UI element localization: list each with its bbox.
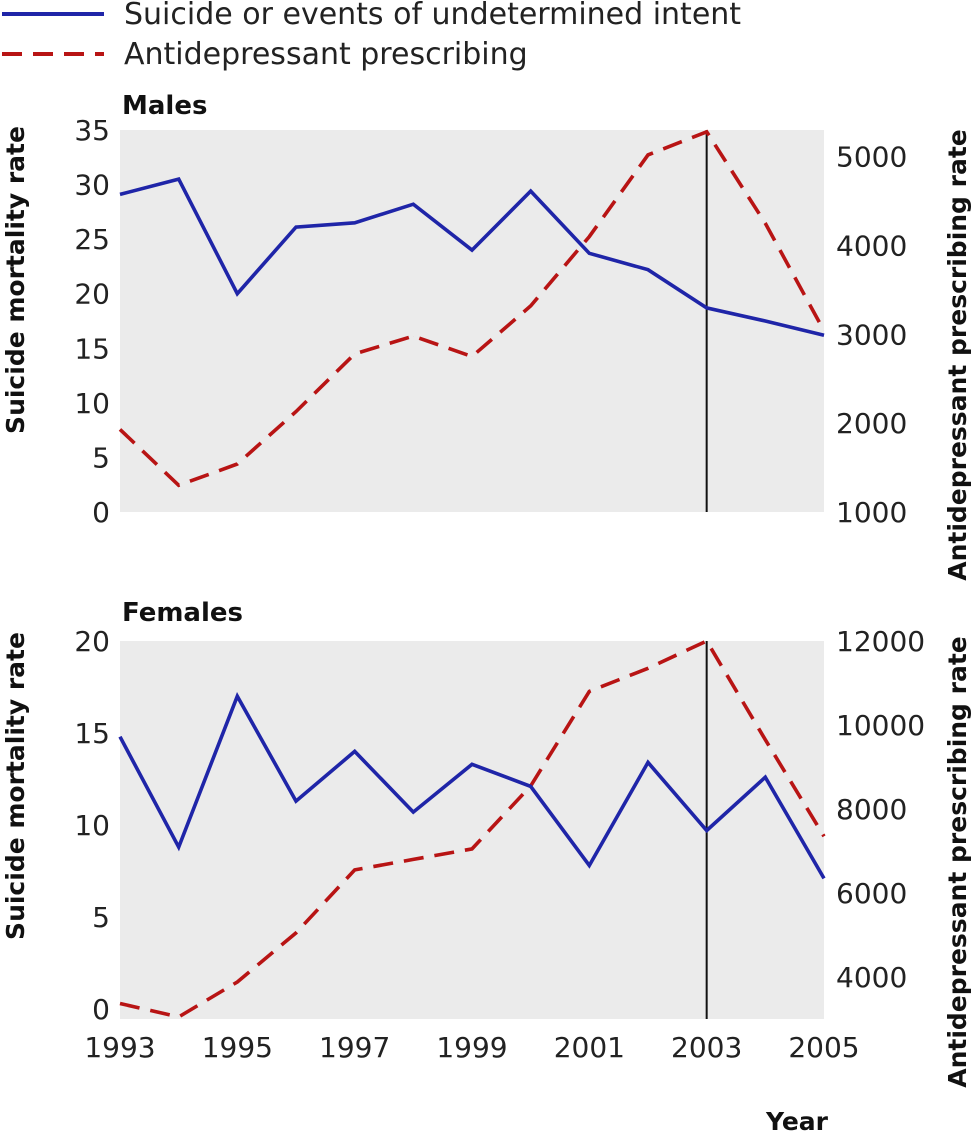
- panel-title-females: Females: [122, 598, 243, 628]
- x-axis-title: Year: [765, 1107, 829, 1135]
- y-tick-right-label: 5000: [836, 141, 907, 174]
- panel-title-males: Males: [122, 91, 207, 121]
- y-tick-right-label: 4000: [836, 961, 907, 994]
- y-tick-left-label: 35: [74, 114, 110, 147]
- y-tick-right-label: 2000: [836, 407, 907, 440]
- y-tick-left-label: 0: [92, 496, 110, 529]
- y-axis-title-right-females: Antidepressant prescribing rate: [943, 636, 972, 1088]
- x-tick-label: 1995: [202, 1031, 273, 1064]
- y-tick-left-label: 25: [74, 223, 110, 256]
- x-tick-label: 2005: [788, 1031, 859, 1064]
- series-suicide-females: [118, 691, 826, 880]
- y-axis-title-left-females: Suicide mortality rate: [1, 632, 30, 940]
- y-tick-right-label: 8000: [836, 793, 907, 826]
- y-tick-right-label: 4000: [836, 229, 907, 262]
- y-tick-left-label: 5: [92, 441, 110, 474]
- y-tick-left-label: 20: [74, 625, 110, 658]
- y-tick-right-label: 1000: [836, 496, 907, 529]
- plot-area-females: [120, 641, 824, 1019]
- y-tick-left-label: 15: [74, 332, 110, 365]
- legend-label-suicide: Suicide or events of undetermined intent: [124, 0, 741, 32]
- y-axis-right-females: 4000 6000 8000 10000 12000: [836, 625, 925, 994]
- y-tick-left-label: 0: [92, 993, 110, 1026]
- legend: Suicide or events of undetermined intent…: [2, 0, 741, 72]
- y-tick-right-label: 12000: [836, 625, 925, 658]
- x-tick-label: 1993: [84, 1031, 155, 1064]
- x-tick-label: 2001: [554, 1031, 625, 1064]
- x-tick-label: 2003: [671, 1031, 742, 1064]
- y-tick-left-label: 5: [92, 901, 110, 934]
- y-axis-title-right-males: Antidepressant prescribing rate: [943, 129, 972, 581]
- plot-area-males: [120, 130, 824, 512]
- series-suicide-males: [119, 176, 825, 337]
- y-tick-left-label: 10: [74, 809, 110, 842]
- y-axis-left-females: 0 5 10 15 20: [74, 625, 110, 1026]
- y-tick-left-label: 10: [74, 387, 110, 420]
- x-tick-label: 1999: [436, 1031, 507, 1064]
- y-tick-left-label: 30: [74, 169, 110, 202]
- y-tick-left-label: 15: [74, 717, 110, 750]
- y-tick-left-label: 20: [74, 278, 110, 311]
- y-tick-right-label: 3000: [836, 318, 907, 351]
- legend-label-antidepressant: Antidepressant prescribing: [124, 37, 528, 72]
- y-tick-right-label: 6000: [836, 877, 907, 910]
- y-axis-right-males: 1000 2000 3000 4000 5000: [836, 141, 907, 529]
- panel-males: Males 0 5 10 15 20 25 30 35 1000 2000 3000 4000 500…: [1, 91, 972, 581]
- y-tick-right-label: 10000: [836, 709, 925, 742]
- x-tick-label: 1997: [319, 1031, 390, 1064]
- y-axis-title-left-males: Suicide mortality rate: [1, 126, 30, 434]
- y-axis-left-males: 0 5 10 15 20 25 30 35: [74, 114, 110, 529]
- series-prescribing-males: [118, 129, 826, 488]
- x-axis-ticks: 1993 1995 1997 1999 2001 2003 2005: [84, 1031, 859, 1064]
